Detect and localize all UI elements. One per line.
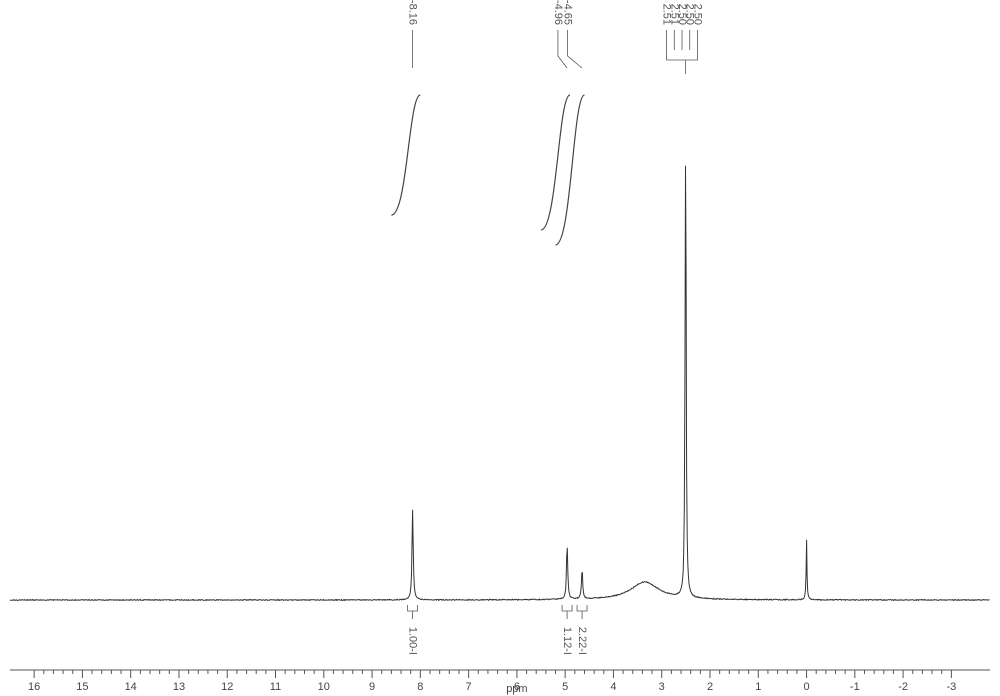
x-tick-label: 4 [610, 681, 616, 693]
x-tick-label: 0 [803, 681, 809, 693]
integral-curve [541, 95, 570, 230]
integral-label: 2.22-I [576, 627, 588, 655]
integral-label: 1.12-I [561, 627, 573, 655]
x-tick-label: 15 [76, 681, 88, 693]
integral-label: 1.00-I [407, 627, 419, 655]
spectrum-trace [10, 166, 990, 601]
x-tick-label: -1 [850, 681, 860, 693]
peak-label-slant [558, 50, 567, 68]
x-tick-label: 10 [318, 681, 330, 693]
peak-label-bracket [667, 50, 698, 66]
x-tick-label: 13 [173, 681, 185, 693]
x-tick-label: 3 [659, 681, 665, 693]
x-tick-label: 16 [28, 681, 40, 693]
x-tick-label: 2 [707, 681, 713, 693]
nmr-spectrum: 161514131211109876543210-1-2-3ppm-8.16-4… [0, 0, 1000, 696]
x-tick-label: 14 [125, 681, 137, 693]
integral-curve [556, 95, 585, 245]
x-tick-label: -3 [946, 681, 956, 693]
integral-bracket [577, 605, 587, 619]
x-tick-label: 12 [221, 681, 233, 693]
x-tick-label: 1 [755, 681, 761, 693]
peak-label: -4.65 [562, 0, 574, 25]
integral-bracket [408, 605, 418, 619]
x-tick-label: -2 [898, 681, 908, 693]
x-axis-title: ppm [506, 683, 527, 695]
x-tick-label: 8 [417, 681, 423, 693]
x-tick-label: 5 [562, 681, 568, 693]
x-tick-label: 7 [466, 681, 472, 693]
peak-label-slant [568, 50, 582, 68]
x-tick-label: 9 [369, 681, 375, 693]
x-tick-label: 11 [270, 681, 281, 693]
peak-label: 2.50 [691, 4, 703, 25]
peak-label: -8.16 [407, 0, 419, 25]
integral-curve [391, 95, 420, 215]
integral-bracket [562, 605, 572, 619]
